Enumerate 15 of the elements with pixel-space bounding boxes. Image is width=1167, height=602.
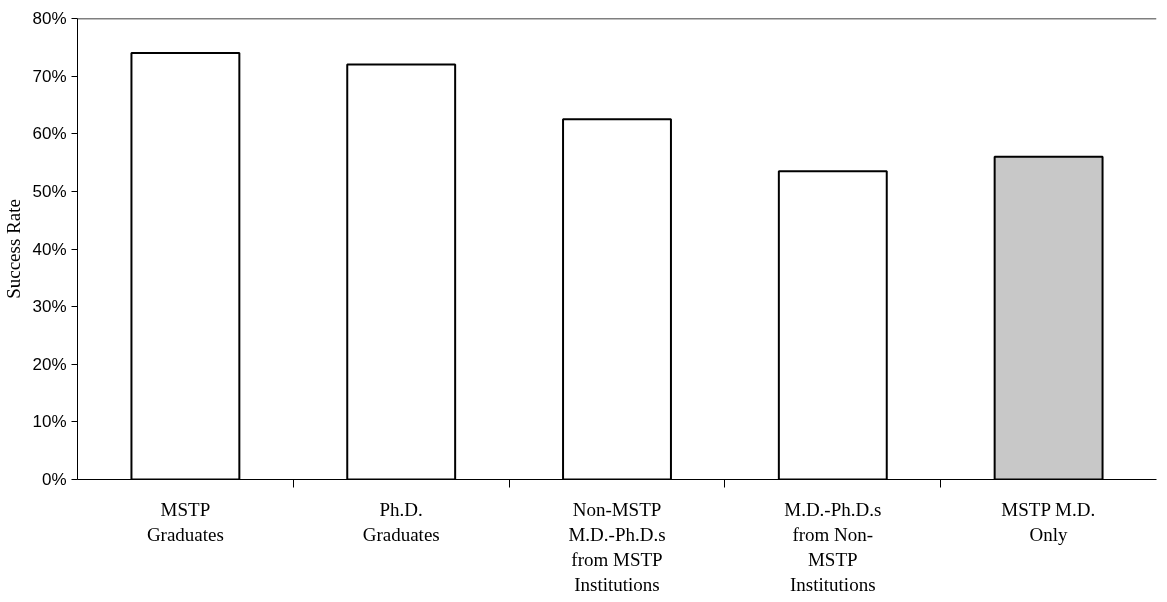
y-tick-label: 80% bbox=[32, 9, 67, 28]
x-tick-label: Ph.D. Graduates bbox=[362, 498, 440, 545]
y-tick-label: 30% bbox=[32, 297, 67, 317]
y-tick-label: 20% bbox=[32, 354, 67, 374]
y-axis-title: Success Rate bbox=[3, 199, 25, 299]
y-tick-label: 60% bbox=[32, 124, 67, 144]
y-tick-label: 50% bbox=[32, 181, 67, 201]
x-tick-label: Non-MSTP M.D.-Ph.D.s from MSTP Institutions bbox=[568, 498, 666, 596]
y-tick-label: 0% bbox=[41, 470, 67, 489]
y-tick-label: 10% bbox=[32, 412, 67, 432]
y-tick-label: 70% bbox=[32, 66, 67, 86]
y-tick-label: 40% bbox=[32, 239, 67, 259]
x-tick-label: M.D.-Ph.D.s from Non-MSTP Institutions bbox=[784, 498, 882, 596]
x-tick-label: MSTP Graduates bbox=[146, 498, 224, 545]
x-tick-label: MSTP M.D. Only bbox=[1001, 498, 1096, 545]
